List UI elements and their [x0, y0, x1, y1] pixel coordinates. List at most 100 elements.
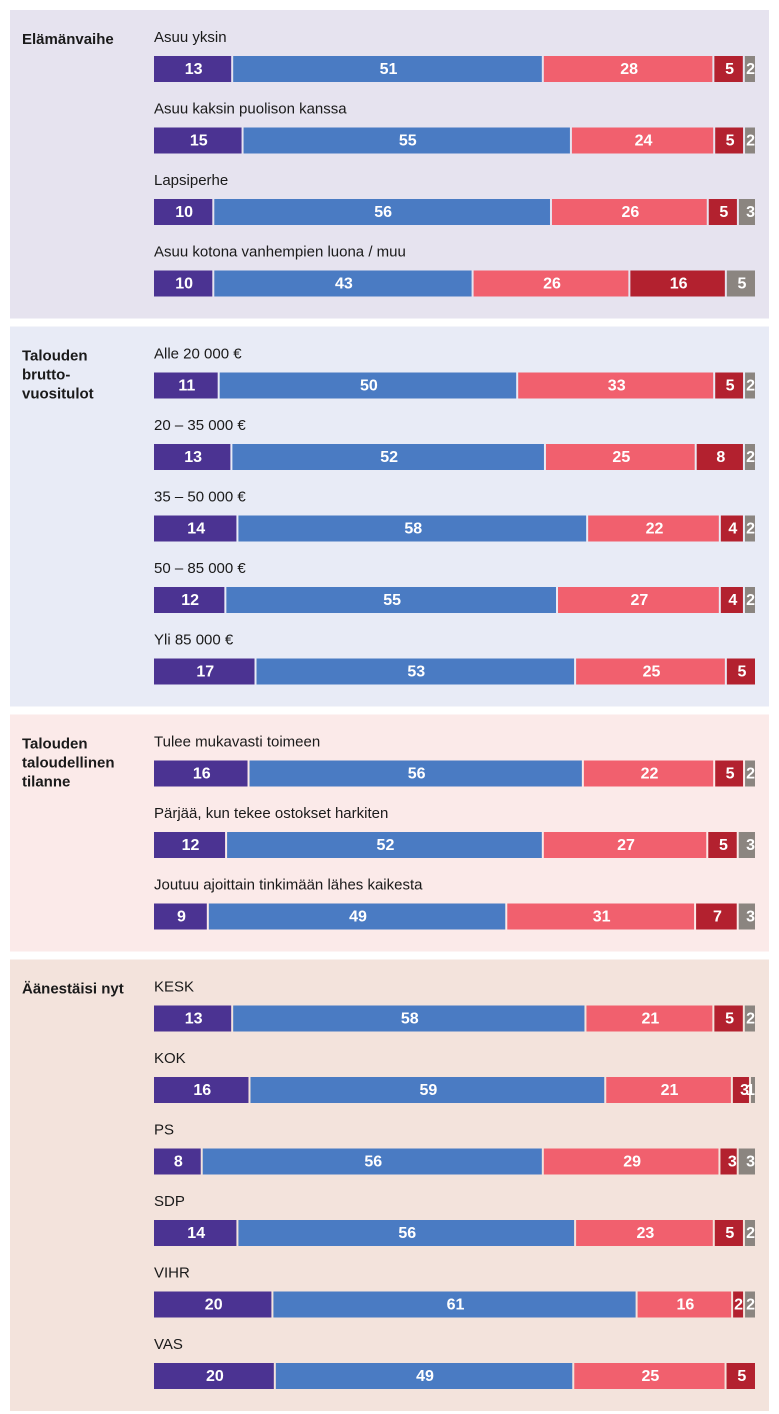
- bar-segment: [154, 1363, 274, 1389]
- segment-label: 5: [726, 133, 735, 150]
- bar-segment: [543, 832, 707, 858]
- bar-segment: [738, 903, 755, 930]
- bar-segment: [273, 1291, 636, 1318]
- group-title: Elämänvaihe: [22, 31, 114, 48]
- segment-label: 13: [185, 61, 203, 78]
- bar-segment: [745, 127, 755, 154]
- segment-label: 11: [178, 378, 195, 395]
- row-label: Asuu kaksin puolison kanssa: [154, 100, 347, 117]
- row-label: Lapsiperhe: [154, 172, 228, 189]
- bar-segment: [551, 199, 707, 225]
- row-label: Alle 20 000 €: [154, 345, 242, 362]
- group-background: [10, 959, 769, 1411]
- bar-segment: [720, 1148, 737, 1175]
- segment-label: 10: [175, 276, 193, 293]
- segment-label: 55: [399, 133, 417, 150]
- segment-label: 20: [205, 1297, 223, 1314]
- segment-label: 2: [746, 449, 755, 466]
- segment-label: 13: [184, 449, 202, 466]
- segment-label: 1: [746, 1082, 755, 1099]
- segment-label: 16: [193, 766, 211, 783]
- segment-label: 3: [746, 909, 755, 926]
- segment-label: 4: [728, 592, 737, 609]
- bar-segment: [720, 515, 743, 542]
- bar-segment: [586, 1005, 713, 1032]
- bar-segment: [574, 1363, 725, 1389]
- bar-segment: [543, 1148, 719, 1175]
- bar-segment: [750, 1077, 755, 1103]
- bar-segment: [714, 56, 743, 82]
- segment-label: 5: [737, 1368, 746, 1385]
- bar-segment: [154, 127, 242, 154]
- bar-segment: [473, 270, 629, 297]
- segment-label: 4: [728, 521, 737, 538]
- row-label: Pärjää, kun tekee ostokset harkiten: [154, 805, 388, 822]
- bar-segment: [154, 832, 226, 858]
- bar-segment: [256, 658, 575, 685]
- bar-segment: [696, 444, 743, 470]
- bar-segment: [714, 1005, 743, 1032]
- row-label: PS: [154, 1121, 174, 1138]
- segment-label: 9: [177, 909, 186, 926]
- bar-segment: [630, 270, 725, 297]
- segment-label: 2: [746, 61, 755, 78]
- segment-label: 5: [725, 1011, 734, 1028]
- segment-label: 56: [408, 766, 426, 783]
- segment-label: 17: [196, 664, 214, 681]
- segment-label: 12: [181, 592, 199, 609]
- bar-segment: [232, 444, 544, 470]
- segment-label: 28: [620, 61, 638, 78]
- bar-segment: [744, 56, 755, 82]
- row-label: Asuu kotona vanhempien luona / muu: [154, 243, 406, 260]
- bar-segment: [733, 1291, 744, 1318]
- bar-segment: [576, 1220, 713, 1246]
- segment-label: 59: [419, 1082, 437, 1099]
- segment-label: 3: [740, 1082, 749, 1099]
- bar-segment: [238, 1220, 575, 1246]
- segment-label: 3: [746, 1154, 755, 1171]
- bar-segment: [588, 515, 719, 542]
- bar-segment: [715, 760, 744, 787]
- segment-label: 13: [185, 1011, 203, 1028]
- segment-label: 56: [364, 1154, 382, 1171]
- bar-segment: [558, 587, 719, 613]
- segment-label: 43: [335, 276, 353, 293]
- segment-label: 10: [175, 204, 193, 221]
- segment-label: 2: [746, 133, 755, 150]
- bar-segment: [154, 444, 231, 470]
- segment-label: 52: [380, 449, 398, 466]
- row-label: 20 – 35 000 €: [154, 417, 246, 434]
- bar-segment: [583, 760, 714, 787]
- bar-segment: [227, 832, 542, 858]
- group-title: vuositulot: [22, 385, 94, 402]
- segment-label: 22: [641, 766, 659, 783]
- bar-segment: [715, 127, 744, 154]
- bar-segment: [154, 199, 213, 225]
- segment-label: 23: [637, 1225, 655, 1242]
- bar-segment: [732, 1077, 749, 1103]
- segment-label: 61: [447, 1297, 465, 1314]
- segment-label: 2: [746, 1225, 755, 1242]
- bar-segment: [744, 515, 755, 542]
- segment-label: 26: [621, 204, 639, 221]
- bar-segment: [233, 56, 542, 82]
- group-title: Talouden: [22, 735, 88, 752]
- segment-label: 49: [416, 1368, 434, 1385]
- bar-segment: [744, 587, 755, 613]
- segment-label: 2: [746, 1011, 755, 1028]
- bar-segment: [576, 658, 725, 685]
- group-title: taloudellinen: [22, 754, 115, 771]
- segment-label: 2: [746, 378, 755, 395]
- bar-segment: [214, 270, 472, 297]
- segment-label: 3: [746, 204, 755, 221]
- bar-segment: [154, 270, 213, 297]
- bar-segment: [154, 1077, 249, 1103]
- bar-segment: [208, 903, 506, 930]
- segment-label: 27: [631, 592, 649, 609]
- segment-label: 5: [737, 276, 746, 293]
- bar-segment: [154, 1005, 232, 1032]
- bar-segment: [720, 587, 743, 613]
- bar-segment: [250, 1077, 605, 1103]
- segment-label: 14: [187, 1225, 205, 1242]
